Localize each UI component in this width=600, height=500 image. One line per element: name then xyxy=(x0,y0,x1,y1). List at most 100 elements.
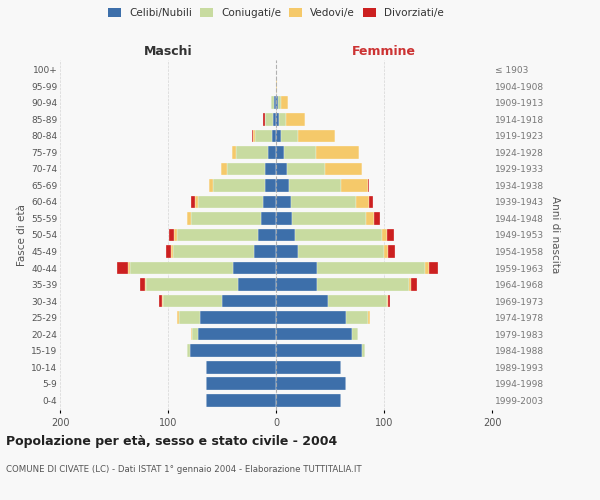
Text: Popolazione per età, sesso e stato civile - 2004: Popolazione per età, sesso e stato civil… xyxy=(6,435,337,448)
Bar xyxy=(214,179,265,192)
Bar xyxy=(191,196,195,208)
Bar xyxy=(289,179,341,192)
Bar xyxy=(276,96,278,110)
Bar xyxy=(265,179,276,192)
Bar xyxy=(411,278,418,291)
Bar xyxy=(190,344,276,357)
Bar xyxy=(257,228,276,241)
Bar xyxy=(298,130,335,142)
Bar xyxy=(163,294,222,308)
Bar xyxy=(317,278,409,291)
Bar xyxy=(278,96,281,110)
Bar xyxy=(271,96,274,110)
Bar xyxy=(200,311,276,324)
Bar xyxy=(192,328,198,340)
Bar xyxy=(276,344,362,357)
Bar xyxy=(227,162,265,175)
Bar xyxy=(284,146,316,159)
Bar xyxy=(176,228,257,241)
Bar xyxy=(388,245,395,258)
Bar xyxy=(206,360,276,374)
Bar xyxy=(374,212,380,225)
Bar xyxy=(276,311,346,324)
Bar xyxy=(409,278,411,291)
Bar xyxy=(206,394,276,406)
Y-axis label: Anni di nascita: Anni di nascita xyxy=(550,196,560,274)
Bar xyxy=(325,162,362,175)
Bar xyxy=(298,245,384,258)
Bar xyxy=(279,113,286,126)
Bar xyxy=(206,377,276,390)
Bar xyxy=(238,278,276,291)
Bar xyxy=(272,130,276,142)
Bar xyxy=(281,96,288,110)
Bar xyxy=(145,278,146,291)
Bar xyxy=(128,262,130,274)
Bar xyxy=(276,278,317,291)
Bar xyxy=(286,113,305,126)
Bar xyxy=(276,80,277,93)
Bar xyxy=(265,113,273,126)
Bar xyxy=(195,196,198,208)
Bar xyxy=(146,278,238,291)
Bar xyxy=(276,228,295,241)
Bar xyxy=(292,212,365,225)
Bar xyxy=(365,212,374,225)
Y-axis label: Fasce di età: Fasce di età xyxy=(17,204,27,266)
Bar xyxy=(291,196,356,208)
Bar xyxy=(236,146,268,159)
Bar xyxy=(130,262,233,274)
Bar xyxy=(276,245,298,258)
Bar xyxy=(276,212,292,225)
Bar xyxy=(352,328,358,340)
Bar xyxy=(276,113,279,126)
Bar xyxy=(253,130,256,142)
Bar xyxy=(328,294,387,308)
Bar xyxy=(276,294,328,308)
Bar xyxy=(368,311,370,324)
Bar xyxy=(268,146,276,159)
Bar xyxy=(387,294,388,308)
Bar xyxy=(276,179,289,192)
Bar xyxy=(198,196,263,208)
Bar xyxy=(369,196,373,208)
Legend: Celibi/Nubili, Coniugati/e, Vedovi/e, Divorziati/e: Celibi/Nubili, Coniugati/e, Vedovi/e, Di… xyxy=(108,8,444,18)
Bar xyxy=(261,212,276,225)
Bar xyxy=(384,245,388,258)
Bar xyxy=(166,245,171,258)
Bar xyxy=(222,294,276,308)
Bar xyxy=(198,328,276,340)
Bar xyxy=(160,294,161,308)
Bar xyxy=(276,196,291,208)
Bar xyxy=(171,245,173,258)
Bar xyxy=(273,113,276,126)
Bar xyxy=(316,146,359,159)
Bar xyxy=(362,344,365,357)
Bar xyxy=(221,162,227,175)
Bar xyxy=(388,294,391,308)
Bar xyxy=(187,212,191,225)
Text: Maschi: Maschi xyxy=(143,46,193,59)
Bar xyxy=(276,394,341,406)
Bar xyxy=(179,311,200,324)
Bar xyxy=(173,245,254,258)
Bar xyxy=(256,130,272,142)
Bar xyxy=(317,262,425,274)
Bar xyxy=(425,262,430,274)
Bar xyxy=(295,228,382,241)
Bar xyxy=(254,245,276,258)
Bar xyxy=(346,311,368,324)
Bar xyxy=(187,344,190,357)
Bar xyxy=(276,146,284,159)
Bar xyxy=(117,262,128,274)
Bar xyxy=(281,130,298,142)
Bar xyxy=(287,162,325,175)
Bar xyxy=(263,113,265,126)
Bar xyxy=(368,179,369,192)
Bar xyxy=(276,377,346,390)
Bar xyxy=(263,196,276,208)
Bar xyxy=(356,196,369,208)
Bar xyxy=(382,228,387,241)
Bar xyxy=(387,228,394,241)
Text: Femmine: Femmine xyxy=(352,46,416,59)
